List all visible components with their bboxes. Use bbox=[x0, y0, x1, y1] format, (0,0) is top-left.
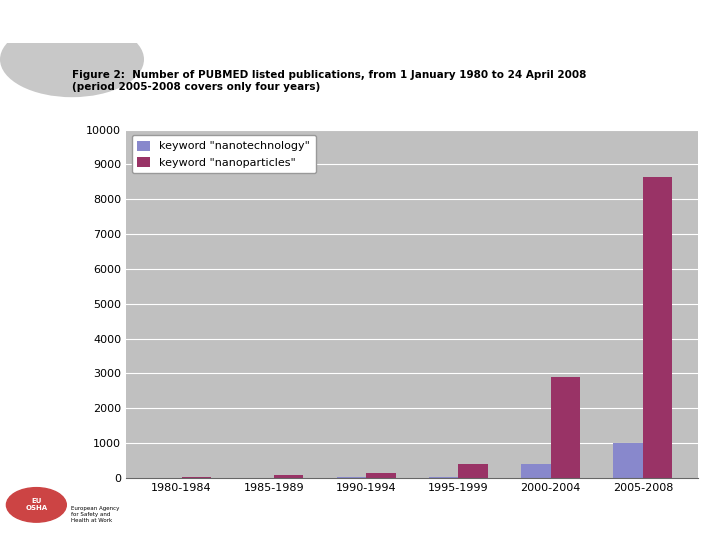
Text: Figure 2:  Number of PUBMED listed publications, from 1 January 1980 to 24 April: Figure 2: Number of PUBMED listed public… bbox=[72, 70, 586, 92]
Circle shape bbox=[6, 488, 66, 522]
Text: European Agency
for Safety and
Health at Work: European Agency for Safety and Health at… bbox=[71, 506, 120, 523]
Text: EU
OSHA: EU OSHA bbox=[25, 498, 48, 511]
Bar bbox=[613, 443, 643, 478]
Bar bbox=[429, 477, 459, 478]
Legend: keyword "nanotechnology", keyword "nanoparticles": keyword "nanotechnology", keyword "nanop… bbox=[132, 135, 316, 173]
Bar bbox=[521, 464, 551, 478]
Bar bbox=[459, 464, 488, 478]
Bar bbox=[181, 477, 211, 478]
Ellipse shape bbox=[0, 22, 144, 97]
Text: Number of PUBMED listed publications (1/Jan/80-
24/Apr/08): Number of PUBMED listed publications (1/… bbox=[11, 9, 703, 62]
Bar bbox=[274, 475, 303, 478]
Bar bbox=[551, 377, 580, 478]
Bar bbox=[366, 473, 395, 478]
Bar bbox=[643, 177, 672, 478]
